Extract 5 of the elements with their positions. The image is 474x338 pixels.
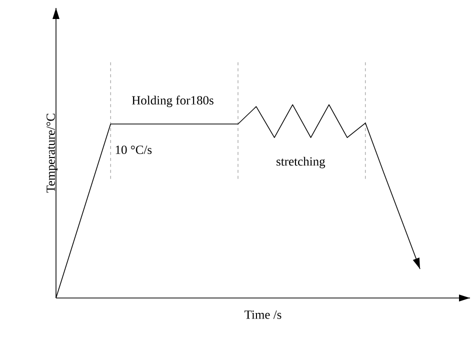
- y-axis-title: Temperature/°C: [46, 114, 58, 193]
- annotation: 10 °C/s: [116, 146, 152, 154]
- annotation: Holding for180s: [132, 96, 214, 108]
- annotation: stretching: [276, 156, 326, 168]
- x-axis-title: Time /s: [244, 310, 282, 319]
